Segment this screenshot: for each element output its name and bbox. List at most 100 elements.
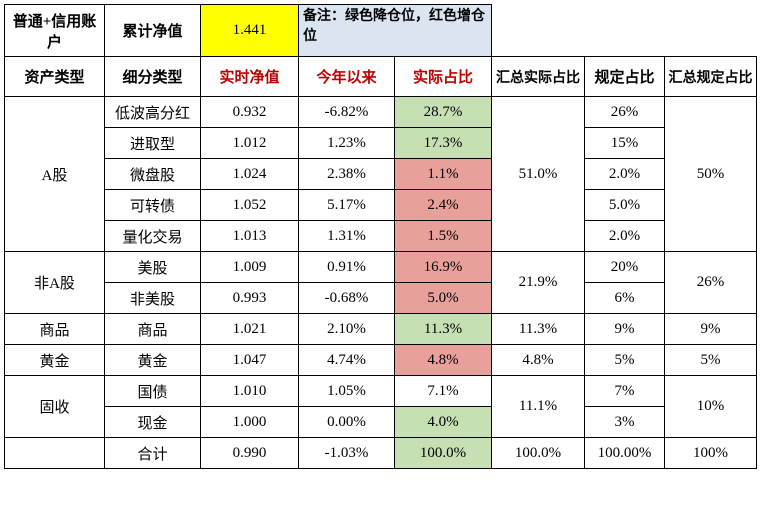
header-net-value[interactable]: 实时净值 — [200, 56, 299, 97]
target-pct-cell[interactable]: 5.0% — [584, 189, 665, 221]
cumulative-net-value[interactable]: 1.441 — [200, 4, 299, 57]
ytd-cell[interactable]: 2.10% — [298, 313, 395, 345]
actual-pct-cell[interactable]: 1.5% — [394, 220, 492, 252]
header-actual-pct[interactable]: 实际占比 — [394, 56, 492, 97]
net-value-cell[interactable]: 1.013 — [200, 220, 299, 252]
actual-pct-cell[interactable]: 4.8% — [394, 344, 492, 376]
net-value-cell[interactable]: 1.009 — [200, 251, 299, 283]
actual-pct-cell[interactable]: 2.4% — [394, 189, 492, 221]
net-value-cell[interactable]: 0.993 — [200, 282, 299, 314]
ytd-cell[interactable]: -1.03% — [298, 437, 395, 469]
summary-target-cell[interactable]: 9% — [664, 313, 757, 345]
sub-type-cell[interactable]: 非美股 — [104, 282, 201, 314]
target-pct-cell[interactable]: 7% — [584, 375, 665, 407]
header-target-pct[interactable]: 规定占比 — [584, 56, 665, 97]
target-pct-cell[interactable]: 2.0% — [584, 158, 665, 190]
sub-type-cell[interactable]: 可转债 — [104, 189, 201, 221]
summary-target-cell[interactable]: 26% — [664, 251, 757, 314]
ytd-cell[interactable]: -0.68% — [298, 282, 395, 314]
summary-actual-cell[interactable]: 11.1% — [491, 375, 585, 438]
target-pct-cell[interactable]: 3% — [584, 406, 665, 438]
actual-pct-cell[interactable]: 1.1% — [394, 158, 492, 190]
summary-actual-cell[interactable]: 4.8% — [491, 344, 585, 376]
ytd-cell[interactable]: 1.05% — [298, 375, 395, 407]
ytd-cell[interactable]: 5.17% — [298, 189, 395, 221]
actual-pct-cell[interactable]: 28.7% — [394, 96, 492, 128]
sub-type-cell[interactable]: 低波高分红 — [104, 96, 201, 128]
ytd-cell[interactable]: 4.74% — [298, 344, 395, 376]
net-value-cell[interactable]: 1.052 — [200, 189, 299, 221]
note-cell[interactable]: 备注：绿色降仓位，红色增仓位 — [298, 4, 492, 57]
ytd-cell[interactable]: 1.31% — [298, 220, 395, 252]
asset-empty-cell[interactable] — [4, 437, 105, 469]
asset-type-cell[interactable]: 固收 — [4, 375, 105, 438]
target-pct-cell[interactable]: 5% — [584, 344, 665, 376]
header-summary-target-pct[interactable]: 汇总规定占比 — [664, 56, 757, 97]
net-value-cell[interactable]: 1.047 — [200, 344, 299, 376]
sub-type-cell[interactable]: 现金 — [104, 406, 201, 438]
net-value-cell[interactable]: 1.012 — [200, 127, 299, 159]
header-asset-type[interactable]: 资产类型 — [4, 56, 105, 97]
actual-pct-cell[interactable]: 16.9% — [394, 251, 492, 283]
summary-actual-cell[interactable]: 51.0% — [491, 96, 585, 252]
summary-target-cell[interactable]: 5% — [664, 344, 757, 376]
asset-type-cell[interactable]: 黄金 — [4, 344, 105, 376]
cumulative-net-label[interactable]: 累计净值 — [104, 4, 201, 57]
table-row: 固收 国债 1.010 1.05% 7.1% 11.1% 7% 10% — [4, 375, 757, 438]
ytd-cell[interactable]: 0.00% — [298, 406, 395, 438]
target-pct-cell[interactable]: 2.0% — [584, 220, 665, 252]
actual-pct-cell[interactable]: 17.3% — [394, 127, 492, 159]
account-cell[interactable]: 普通+信用账户 — [4, 4, 105, 57]
net-value-cell[interactable]: 0.990 — [200, 437, 299, 469]
actual-pct-cell[interactable]: 4.0% — [394, 406, 492, 438]
table-row: 量化交易 1.013 1.31% 1.5% 2.0% — [5, 220, 757, 252]
table-row: 微盘股 1.024 2.38% 1.1% 2.0% — [5, 158, 757, 190]
target-pct-cell[interactable]: 26% — [584, 96, 665, 128]
table-row: 商品 商品 1.021 2.10% 11.3% 11.3% 9% 9% — [4, 313, 757, 345]
net-value-cell[interactable]: 1.024 — [200, 158, 299, 190]
table-row: 非A股 美股 1.009 0.91% 16.9% 21.9% 20% 26% — [4, 251, 757, 314]
target-pct-cell[interactable]: 20% — [584, 251, 665, 283]
total-label-cell[interactable]: 合计 — [104, 437, 201, 469]
net-value-cell[interactable]: 1.000 — [200, 406, 299, 438]
net-value-cell[interactable]: 1.010 — [200, 375, 299, 407]
asset-type-cell[interactable]: A股 — [4, 96, 105, 252]
target-pct-cell[interactable]: 9% — [584, 313, 665, 345]
net-value-cell[interactable]: 1.021 — [200, 313, 299, 345]
table-row: 可转债 1.052 5.17% 2.4% 5.0% — [5, 189, 757, 221]
sub-type-cell[interactable]: 国债 — [104, 375, 201, 407]
actual-pct-cell[interactable]: 11.3% — [394, 313, 492, 345]
header-summary-actual-pct[interactable]: 汇总实际占比 — [491, 56, 585, 97]
sub-type-cell[interactable]: 量化交易 — [104, 220, 201, 252]
ytd-cell[interactable]: 0.91% — [298, 251, 395, 283]
actual-pct-cell[interactable]: 7.1% — [394, 375, 492, 407]
header-sub-type[interactable]: 细分类型 — [104, 56, 201, 97]
summary-target-cell[interactable]: 10% — [664, 375, 757, 438]
target-pct-cell[interactable]: 6% — [584, 282, 665, 314]
actual-pct-cell[interactable]: 100.0% — [394, 437, 492, 469]
ytd-cell[interactable]: 2.38% — [298, 158, 395, 190]
ytd-cell[interactable]: -6.82% — [298, 96, 395, 128]
target-pct-cell[interactable]: 15% — [584, 127, 665, 159]
asset-type-cell[interactable]: 非A股 — [4, 251, 105, 314]
sub-type-cell[interactable]: 进取型 — [104, 127, 201, 159]
table-row: A股 低波高分红 0.932 -6.82% 28.7% 51.0% 26% 50… — [4, 96, 757, 252]
sub-type-cell[interactable]: 商品 — [104, 313, 201, 345]
summary-actual-cell[interactable]: 100.0% — [491, 437, 585, 469]
table-row: 黄金 黄金 1.047 4.74% 4.8% 4.8% 5% 5% — [4, 344, 757, 376]
total-row: 合计 0.990 -1.03% 100.0% 100.0% 100.00% 10… — [4, 437, 757, 469]
summary-actual-cell[interactable]: 11.3% — [491, 313, 585, 345]
asset-type-cell[interactable]: 商品 — [4, 313, 105, 345]
sub-type-cell[interactable]: 美股 — [104, 251, 201, 283]
summary-target-cell[interactable]: 100% — [664, 437, 757, 469]
header-ytd[interactable]: 今年以来 — [298, 56, 395, 97]
sub-type-cell[interactable]: 黄金 — [104, 344, 201, 376]
summary-target-cell[interactable]: 50% — [664, 96, 757, 252]
ytd-cell[interactable]: 1.23% — [298, 127, 395, 159]
sub-type-cell[interactable]: 微盘股 — [104, 158, 201, 190]
summary-actual-cell[interactable]: 21.9% — [491, 251, 585, 314]
actual-pct-cell[interactable]: 5.0% — [394, 282, 492, 314]
net-value-cell[interactable]: 0.932 — [200, 96, 299, 128]
target-pct-cell[interactable]: 100.00% — [584, 437, 665, 469]
allocation-table: 普通+信用账户 累计净值 1.441 备注：绿色降仓位，红色增仓位 资产类型 细… — [4, 4, 757, 469]
